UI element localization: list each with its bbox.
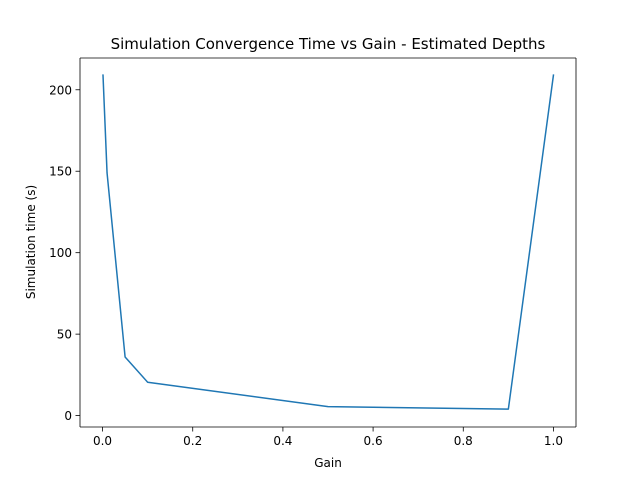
x-axis-label: Gain	[314, 456, 342, 470]
chart-title: Simulation Convergence Time vs Gain - Es…	[111, 35, 546, 53]
x-tick-label: 0.4	[273, 434, 292, 448]
y-tick-label: 100	[49, 246, 72, 260]
y-tick-label: 0	[64, 409, 72, 423]
y-tick-label: 50	[57, 328, 72, 342]
x-tick-label: 0.0	[93, 434, 112, 448]
x-tick-label: 0.6	[364, 434, 383, 448]
series-line-0	[102, 74, 555, 410]
x-tick-label: 1.0	[544, 434, 563, 448]
y-axis-label: Simulation time (s)	[24, 185, 38, 299]
y-tick-label: 200	[49, 83, 72, 97]
x-tick-label: 0.8	[454, 434, 473, 448]
y-tick-label: 150	[49, 165, 72, 179]
plot-area: 0.0 0.2 0.4 0.6 0.8 1.0 0 50 100 150 200	[49, 57, 577, 448]
x-tick-label: 0.2	[183, 434, 202, 448]
